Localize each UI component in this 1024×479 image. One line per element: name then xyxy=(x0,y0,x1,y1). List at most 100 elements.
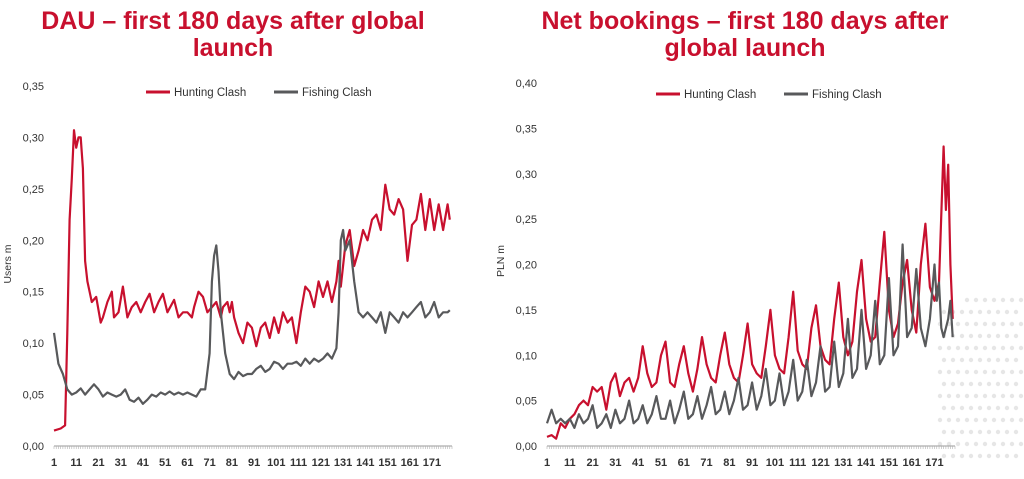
decorative-dot xyxy=(968,309,974,315)
decorative-dot xyxy=(1000,441,1006,447)
decorative-dot xyxy=(968,381,974,387)
bookings-y-tick-label: 0,25 xyxy=(516,214,537,226)
decorative-dot xyxy=(986,429,992,435)
bookings-x-tick-label: 161 xyxy=(903,457,921,469)
decorative-dot xyxy=(1018,345,1024,351)
decorative-dot xyxy=(995,381,1001,387)
decorative-dot xyxy=(1000,417,1006,423)
decorative-dot xyxy=(1018,321,1024,327)
decorative-dot xyxy=(1013,309,1019,315)
bookings-y-tick-label: 0,00 xyxy=(516,441,537,453)
bookings-legend-fishing-label: Fishing Clash xyxy=(812,89,882,101)
decorative-dot xyxy=(946,369,952,375)
decorative-dot xyxy=(964,441,970,447)
decorative-dot xyxy=(977,429,983,435)
dau-hunting-series-line xyxy=(53,129,451,432)
decorative-dot xyxy=(995,405,1001,411)
decorative-dot xyxy=(964,369,970,375)
decorative-dot xyxy=(1013,429,1019,435)
decorative-dot xyxy=(964,417,970,423)
dau-x-tick-label: 111 xyxy=(290,457,307,469)
decorative-dot xyxy=(995,309,1001,315)
decorative-dot xyxy=(1004,333,1010,339)
bookings-x-tick-label: 111 xyxy=(789,457,806,469)
decorative-dot xyxy=(973,417,979,423)
bookings-x-tick-label: 1 xyxy=(544,457,550,469)
decorative-dot xyxy=(1004,429,1010,435)
decorative-dot xyxy=(1000,369,1006,375)
decorative-dot xyxy=(968,429,974,435)
decorative-dot xyxy=(1009,417,1015,423)
bookings-y-axis-label: PLN m xyxy=(495,245,507,277)
decorative-dot xyxy=(937,417,943,423)
decorative-dot xyxy=(991,321,997,327)
dau-legend-fishing-label: Fishing Clash xyxy=(302,87,372,99)
decorative-dot xyxy=(959,333,965,339)
decorative-dot xyxy=(1000,345,1006,351)
dau-x-tick-label: 81 xyxy=(226,457,238,469)
decorative-dot xyxy=(991,369,997,375)
decorative-dot xyxy=(959,405,965,411)
bookings-x-tick-label: 51 xyxy=(655,457,667,469)
decorative-dot xyxy=(968,333,974,339)
decorative-dot xyxy=(1018,369,1024,375)
dau-y-tick-label: 0,00 xyxy=(23,441,44,453)
chart-title-dau: DAU – first 180 days after global launch xyxy=(41,7,425,62)
decorative-dot xyxy=(982,393,988,399)
decorative-dot xyxy=(959,429,965,435)
decorative-dot xyxy=(1000,297,1006,303)
decorative-dot xyxy=(968,453,974,459)
dau-x-tick-label: 121 xyxy=(312,457,330,469)
decorative-dot xyxy=(964,321,970,327)
decorative-dot xyxy=(1009,441,1015,447)
decorative-dot xyxy=(973,321,979,327)
bookings-x-tick-label: 91 xyxy=(746,457,758,469)
decorative-dot xyxy=(982,345,988,351)
decorative-dot xyxy=(1009,345,1015,351)
dau-x-tick-label: 71 xyxy=(204,457,216,469)
dau-x-tick-label: 141 xyxy=(356,457,374,469)
decorative-dot xyxy=(982,321,988,327)
decorative-dot xyxy=(973,441,979,447)
decorative-dot xyxy=(1004,405,1010,411)
decorative-dot xyxy=(946,393,952,399)
dau-x-tick-label: 131 xyxy=(334,457,352,469)
dau-y-tick-label: 0,05 xyxy=(23,390,44,402)
decorative-dot xyxy=(1000,393,1006,399)
bookings-x-tick-label: 101 xyxy=(766,457,784,469)
decorative-dot xyxy=(991,417,997,423)
decorative-dot xyxy=(991,393,997,399)
decorative-dot xyxy=(955,417,961,423)
decorative-dot xyxy=(1009,369,1015,375)
decorative-dot xyxy=(977,357,983,363)
dau-x-tick-label: 91 xyxy=(248,457,260,469)
bookings-x-tick-label: 141 xyxy=(857,457,875,469)
decorative-dot xyxy=(946,417,952,423)
decorative-dot xyxy=(950,453,956,459)
dau-x-tick-label: 151 xyxy=(378,457,396,469)
bookings-x-tick-label: 11 xyxy=(564,457,576,469)
decorative-dot xyxy=(968,357,974,363)
decorative-dot xyxy=(946,345,952,351)
decorative-dot xyxy=(941,381,947,387)
decorative-dot xyxy=(955,321,961,327)
decorative-dot xyxy=(1018,441,1024,447)
decorative-dot xyxy=(995,333,1001,339)
dau-fishing-series-line xyxy=(52,228,451,405)
decorative-dot xyxy=(995,357,1001,363)
decorative-dot xyxy=(1004,357,1010,363)
decorative-dot xyxy=(968,405,974,411)
decorative-dot xyxy=(941,429,947,435)
decorative-dot xyxy=(986,357,992,363)
bookings-y-tick-label: 0,20 xyxy=(516,260,537,272)
dau-x-tick-label: 31 xyxy=(115,457,127,469)
decorative-dot xyxy=(959,357,965,363)
decorative-dot xyxy=(937,345,943,351)
dau-x-tick-label: 101 xyxy=(267,457,285,469)
chart-title-net-bookings: Net bookings – first 180 days after glob… xyxy=(541,7,949,62)
dau-x-tick-label: 21 xyxy=(92,457,104,469)
decorative-dot xyxy=(959,309,965,315)
decorative-dot xyxy=(991,441,997,447)
bookings-fishing-series-line xyxy=(545,243,954,429)
decorative-dot xyxy=(1004,309,1010,315)
